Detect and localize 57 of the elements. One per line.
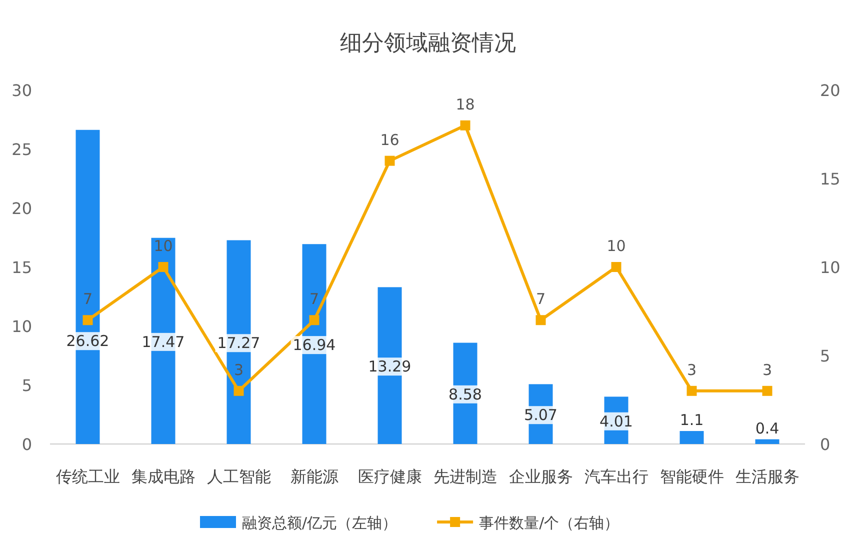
x-tick-label: 医疗健康 (358, 467, 422, 486)
data-label: 8.58 (448, 385, 482, 404)
legend-label: 融资总额/亿元（左轴） (242, 514, 398, 532)
data-label: 5.07 (524, 406, 558, 424)
data-label: 26.62 (66, 332, 110, 350)
data-label: 7 (536, 290, 546, 308)
data-label: 3 (686, 360, 697, 379)
data-label: 18 (456, 95, 475, 114)
data-label: 3 (234, 360, 244, 379)
data-label: 17.27 (217, 334, 260, 352)
y2-tick-label: 15 (820, 170, 840, 188)
bar (680, 431, 704, 444)
y2-tick-label: 20 (820, 81, 840, 100)
point (460, 120, 470, 130)
y-tick-label: 30 (12, 81, 32, 100)
y2-tick-label: 5 (820, 346, 830, 366)
point (158, 262, 168, 272)
point (536, 315, 546, 326)
point (384, 156, 395, 166)
y2-tick-label: 10 (820, 258, 840, 277)
point (82, 315, 93, 326)
point (309, 315, 320, 326)
x-tick-label: 智能硬件 (660, 467, 724, 486)
data-label: 0.4 (755, 419, 780, 438)
point (762, 386, 772, 396)
x-tick-label: 集成电路 (131, 467, 196, 486)
data-label: 16.94 (292, 336, 336, 354)
y-tick-label: 25 (12, 140, 32, 159)
chart-title: 细分领域融资情况 (340, 31, 516, 56)
data-label: 16 (380, 130, 400, 149)
data-label: 10 (154, 237, 173, 255)
data-label: 10 (606, 237, 626, 255)
data-label: 13.29 (368, 358, 412, 376)
bar (755, 439, 780, 444)
data-label: 17.47 (142, 332, 185, 351)
legend-label: 事件数量/个（右轴） (479, 514, 620, 532)
x-tick-label: 先进制造 (433, 467, 498, 486)
y-tick-label: 10 (12, 317, 32, 336)
y-tick-label: 5 (22, 376, 32, 395)
y-tick-label: 20 (12, 199, 32, 218)
x-tick-label: 传统工业 (56, 467, 120, 486)
data-label: 7 (82, 290, 93, 308)
data-label: 7 (309, 290, 320, 308)
y-tick-label: 0 (22, 435, 32, 454)
y-tick-label: 15 (12, 258, 32, 277)
data-label: 4.01 (600, 412, 633, 430)
data-label: 1.1 (680, 411, 704, 430)
x-tick-label: 汽车出行 (584, 467, 648, 486)
point (686, 386, 697, 396)
y2-tick-label: 0 (820, 435, 830, 454)
data-label: 3 (762, 360, 772, 379)
x-tick-label: 生活服务 (735, 467, 800, 486)
x-tick-label: 企业服务 (508, 467, 573, 486)
x-tick-label: 新能源 (290, 467, 338, 486)
point (611, 262, 622, 272)
x-tick-label: 人工智能 (206, 467, 271, 486)
point (234, 386, 244, 396)
